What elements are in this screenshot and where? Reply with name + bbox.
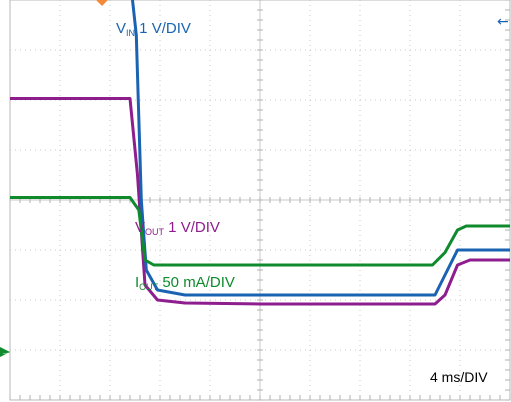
ground-marker: → — [0, 347, 10, 357]
vout-trace — [10, 97, 510, 306]
svg-text:←: ← — [497, 14, 509, 30]
iout-label: IOUT 50 mA/DIV — [135, 274, 235, 292]
iout-trace — [10, 196, 510, 267]
trigger-level-marker: ← — [497, 14, 509, 30]
vin-label: VIN 1 V/DIV — [116, 20, 191, 38]
trigger-position-marker — [96, 0, 108, 6]
timebase-label: 4 ms/DIV — [430, 369, 488, 385]
traces — [10, 0, 510, 306]
graticule — [9, 0, 511, 401]
vout-label: VOUT 1 V/DIV — [135, 219, 220, 237]
vin-trace — [131, 0, 510, 297]
svg-text:→: → — [1, 347, 10, 357]
